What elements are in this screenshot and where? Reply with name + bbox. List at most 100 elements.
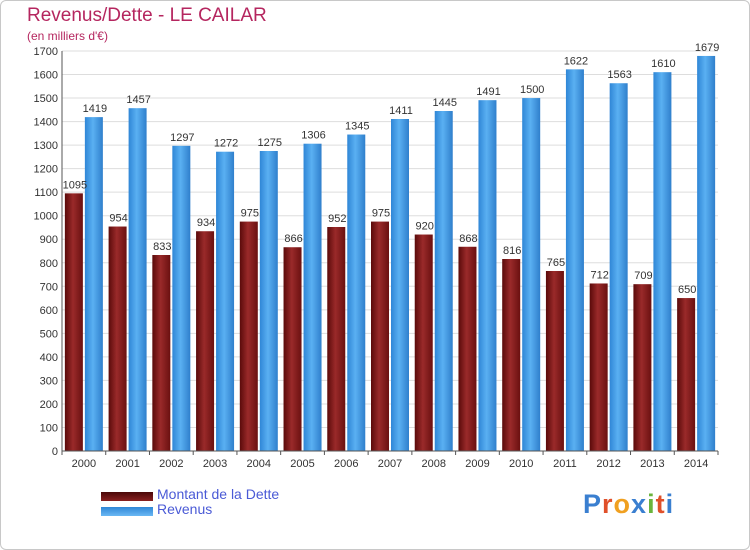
- x-tick-label: 2001: [115, 458, 139, 470]
- y-tick-label: 1200: [34, 164, 58, 176]
- debt-value-label: 866: [284, 233, 302, 245]
- debt-value-label: 816: [503, 245, 521, 257]
- y-tick-label: 1300: [34, 140, 58, 152]
- y-tick-label: 1500: [34, 93, 58, 105]
- revenue-value-label: 1563: [607, 69, 631, 81]
- debt-bar: [633, 284, 652, 451]
- revenue-value-label: 1275: [258, 137, 282, 149]
- chart-subtitle: (en milliers d'€): [27, 29, 108, 43]
- debt-value-label: 765: [547, 257, 565, 269]
- debt-value-label: 975: [241, 208, 259, 220]
- y-tick-label: 200: [40, 399, 58, 411]
- revenue-bar: [609, 83, 628, 451]
- debt-value-label: 712: [590, 269, 608, 281]
- x-tick-label: 2000: [72, 458, 96, 470]
- debt-bar: [108, 226, 127, 451]
- revenue-value-label: 1272: [214, 138, 238, 150]
- y-tick-label: 1100: [34, 187, 58, 199]
- x-tick-label: 2010: [509, 458, 533, 470]
- debt-value-label: 952: [328, 213, 346, 225]
- y-tick-label: 1000: [34, 211, 58, 223]
- debt-value-label: 709: [634, 270, 652, 282]
- debt-value-label: 833: [153, 241, 171, 253]
- logo-letter: i: [647, 489, 656, 519]
- y-tick-label: 600: [40, 305, 58, 317]
- debt-bar: [414, 234, 433, 451]
- debt-value-label: 650: [678, 284, 696, 296]
- debt-bar: [458, 246, 477, 451]
- revenue-bar: [697, 55, 716, 452]
- y-tick-label: 100: [40, 422, 58, 434]
- x-tick-label: 2002: [159, 458, 183, 470]
- revenue-value-label: 1345: [345, 121, 369, 133]
- legend-label-dette: Montant de la Dette: [157, 486, 280, 502]
- y-tick-label: 700: [40, 281, 58, 293]
- x-tick-label: 2004: [247, 458, 271, 470]
- revenue-bar: [128, 108, 147, 452]
- x-tick-label: 2014: [684, 458, 708, 470]
- revenue-bar: [84, 117, 103, 451]
- debt-bar: [239, 221, 258, 451]
- revenue-value-label: 1610: [651, 58, 675, 70]
- revenue-value-label: 1297: [170, 132, 194, 144]
- x-tick-label: 2005: [290, 458, 314, 470]
- debt-bar: [64, 193, 83, 451]
- x-tick-label: 2006: [334, 458, 358, 470]
- revenue-bar: [259, 151, 278, 451]
- revenue-value-label: 1306: [301, 130, 325, 142]
- debt-bar: [283, 247, 302, 451]
- debt-value-label: 954: [109, 213, 127, 225]
- legend-label-revenus: Revenus: [157, 501, 213, 517]
- revenue-bar: [522, 98, 541, 451]
- debt-bar: [545, 271, 564, 451]
- proxiti-logo: Proxiti: [583, 489, 674, 520]
- logo-letter: P: [583, 489, 603, 519]
- revenue-bar: [565, 69, 584, 452]
- y-tick-label: 0: [52, 446, 58, 458]
- debt-value-label: 934: [197, 217, 215, 229]
- revenue-value-label: 1491: [476, 86, 500, 98]
- y-tick-label: 900: [40, 234, 58, 246]
- revenue-bar: [216, 151, 235, 452]
- revenue-value-label: 1622: [564, 55, 588, 67]
- debt-value-label: 920: [416, 221, 434, 233]
- x-tick-label: 2012: [596, 458, 620, 470]
- debt-bar: [152, 255, 171, 451]
- debt-bar: [589, 283, 608, 451]
- x-tick-label: 2003: [203, 458, 227, 470]
- chart-title: Revenus/Dette - LE CAILAR: [27, 5, 267, 26]
- revenue-value-label: 1679: [695, 42, 719, 54]
- revenue-bar: [391, 119, 409, 451]
- revenue-bar: [434, 111, 453, 451]
- debt-value-label: 1095: [63, 179, 87, 191]
- debt-bar: [371, 221, 389, 451]
- debt-bar: [196, 231, 215, 451]
- logo-letter: o: [613, 489, 632, 519]
- x-tick-label: 2009: [465, 458, 489, 470]
- y-tick-label: 1400: [34, 117, 58, 129]
- y-tick-label: 1600: [34, 70, 58, 82]
- debt-bar: [677, 298, 696, 451]
- revenue-bar: [347, 134, 366, 451]
- y-tick-label: 300: [40, 375, 58, 387]
- x-tick-label: 2011: [553, 458, 577, 470]
- plot-area: [62, 51, 718, 451]
- revenue-value-label: 1411: [389, 105, 413, 117]
- x-tick-label: 2008: [421, 458, 445, 470]
- revenue-value-label: 1500: [520, 84, 544, 96]
- logo-letter: x: [631, 489, 648, 519]
- debt-value-label: 868: [459, 233, 477, 245]
- debt-bar: [327, 227, 346, 451]
- logo-letter: i: [665, 489, 675, 519]
- revenue-bar: [172, 145, 191, 451]
- debt-bar: [502, 259, 521, 451]
- revenue-value-label: 1419: [83, 103, 107, 115]
- x-tick-label: 2007: [378, 458, 402, 470]
- revenue-value-label: 1457: [126, 94, 150, 106]
- revenue-bar: [653, 72, 672, 452]
- x-tick-label: 2013: [640, 458, 664, 470]
- y-tick-label: 500: [40, 328, 58, 340]
- y-tick-label: 400: [40, 352, 58, 364]
